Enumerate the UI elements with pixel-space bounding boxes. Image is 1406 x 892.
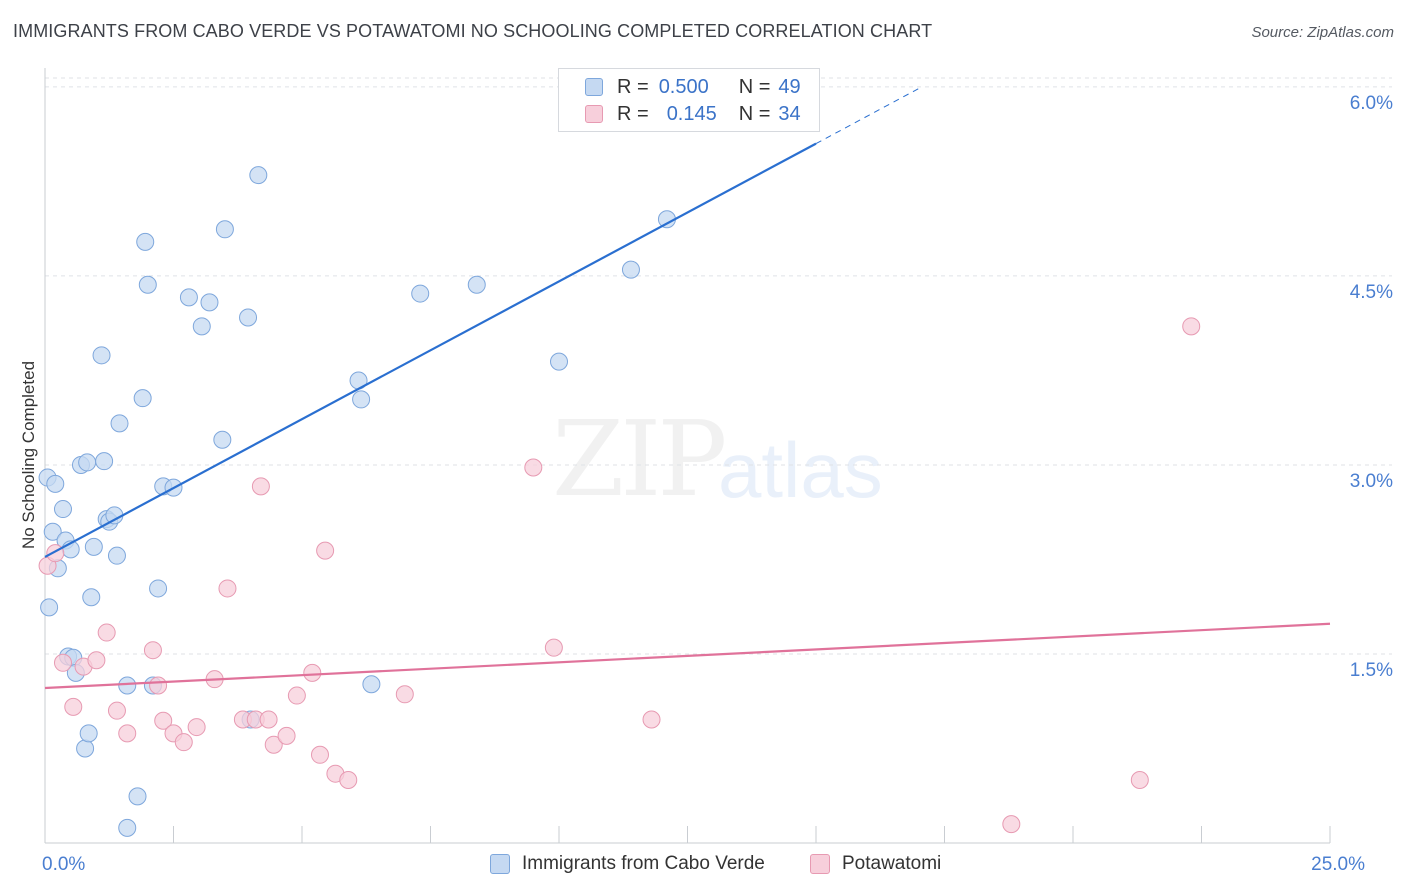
data-point-potawatomi [395, 685, 414, 704]
data-point-cabo-verde [411, 284, 430, 303]
data-point-cabo-verde [78, 453, 97, 472]
data-point-cabo-verde [133, 389, 152, 408]
legend-swatch-pink [585, 105, 603, 123]
y-tick-label: 3.0% [1350, 471, 1393, 492]
data-point-cabo-verde [118, 676, 137, 695]
y-tick-label: 4.5% [1350, 282, 1393, 303]
data-point-potawatomi [524, 458, 543, 477]
data-point-potawatomi [143, 641, 162, 660]
x-tick-label: 25.0% [1311, 854, 1365, 875]
data-point-potawatomi [310, 745, 329, 764]
data-point-potawatomi [287, 686, 306, 705]
data-point-cabo-verde [95, 452, 114, 471]
data-point-cabo-verde [79, 724, 98, 743]
data-point-cabo-verde [239, 308, 258, 327]
y-tick-label: 1.5% [1350, 660, 1393, 681]
bottom-legend-label-potawatomi: Potawatomi [842, 853, 942, 874]
trend-line-cabo-verde [44, 142, 817, 558]
source-label: Source: ZipAtlas.com [1251, 24, 1394, 41]
data-point-cabo-verde [46, 474, 65, 493]
data-point-potawatomi [149, 676, 168, 695]
data-point-cabo-verde [53, 500, 72, 519]
data-point-cabo-verde [128, 787, 147, 806]
data-point-potawatomi [1130, 770, 1149, 789]
y-axis-label: No Schooling Completed [19, 361, 38, 549]
bottom-legend-cabo-verde: Immigrants from Cabo Verde [490, 852, 765, 876]
legend-r-value: 0.500 [658, 75, 709, 98]
watermark-zip: ZIP [552, 398, 727, 520]
legend-r-label: R = [617, 75, 649, 98]
data-point-potawatomi [174, 733, 193, 752]
legend-row-potawatomi: R = 0.145 N = 34 [585, 102, 801, 126]
bottom-legend-label-cabo-verde: Immigrants from Cabo Verde [522, 853, 765, 874]
data-point-potawatomi [642, 710, 661, 729]
bottom-legend-swatch-pink [810, 854, 830, 874]
data-point-cabo-verde [213, 430, 232, 449]
legend-n-label: N = [738, 75, 771, 98]
legend-row-cabo-verde: R = 0.500 N = 49 [585, 75, 801, 99]
y-tick-label: 6.0% [1350, 93, 1393, 114]
bottom-legend-swatch-blue [490, 854, 510, 874]
data-point-cabo-verde [110, 414, 129, 433]
data-point-potawatomi [339, 770, 358, 789]
chart-title: IMMIGRANTS FROM CABO VERDE VS POTAWATOMI… [13, 21, 933, 41]
legend-n-value: 49 [778, 75, 801, 98]
data-point-potawatomi [1002, 815, 1021, 834]
data-point-potawatomi [218, 579, 237, 598]
legend-r-value: 0.145 [666, 102, 717, 125]
data-point-potawatomi [154, 711, 173, 730]
data-point-cabo-verde [362, 675, 381, 694]
data-point-potawatomi [53, 653, 72, 672]
data-point-cabo-verde [138, 275, 157, 294]
data-point-cabo-verde [179, 288, 198, 307]
data-point-cabo-verde [467, 275, 486, 294]
data-point-potawatomi [97, 623, 116, 642]
x-tick-label: 0.0% [42, 854, 85, 875]
trend-line-extension-cabo-verde [815, 88, 920, 145]
data-point-potawatomi [316, 541, 335, 560]
legend-swatch-blue [585, 78, 603, 96]
legend-n-value: 34 [778, 102, 801, 125]
data-point-cabo-verde [550, 352, 568, 371]
legend-n-label: N = [738, 102, 771, 125]
data-point-potawatomi [251, 477, 270, 496]
data-point-cabo-verde [249, 166, 268, 185]
legend-r-label: R = [617, 102, 649, 125]
data-point-potawatomi [544, 638, 563, 657]
data-point-potawatomi [87, 651, 106, 670]
data-point-cabo-verde [92, 346, 111, 365]
data-point-cabo-verde [43, 522, 62, 541]
data-point-potawatomi [277, 726, 296, 745]
legend: R = 0.500 N = 49 R = 0.145 N = 34 [558, 68, 820, 132]
watermark-atlas: atlas [718, 426, 883, 514]
bottom-legend-potawatomi: Potawatomi [810, 852, 941, 876]
data-point-potawatomi [118, 724, 137, 743]
data-point-potawatomi [64, 697, 83, 716]
data-point-cabo-verde [107, 546, 126, 565]
data-point-potawatomi [187, 718, 206, 737]
data-point-cabo-verde [215, 220, 234, 239]
data-point-potawatomi [303, 663, 322, 682]
data-point-potawatomi [259, 710, 278, 729]
data-point-potawatomi [107, 701, 126, 720]
data-point-cabo-verde [76, 739, 95, 758]
data-point-cabo-verde [84, 537, 103, 556]
data-point-cabo-verde [136, 232, 155, 251]
data-point-cabo-verde [118, 818, 137, 837]
data-point-cabo-verde [82, 588, 101, 607]
data-point-potawatomi [264, 735, 283, 754]
data-point-cabo-verde [352, 390, 371, 409]
data-point-cabo-verde [149, 579, 168, 598]
data-point-cabo-verde [192, 317, 211, 336]
data-point-cabo-verde [200, 293, 219, 312]
trend-line-potawatomi [44, 622, 1331, 690]
data-point-potawatomi [1182, 317, 1201, 336]
data-point-cabo-verde [621, 260, 640, 279]
data-point-cabo-verde [40, 598, 59, 617]
